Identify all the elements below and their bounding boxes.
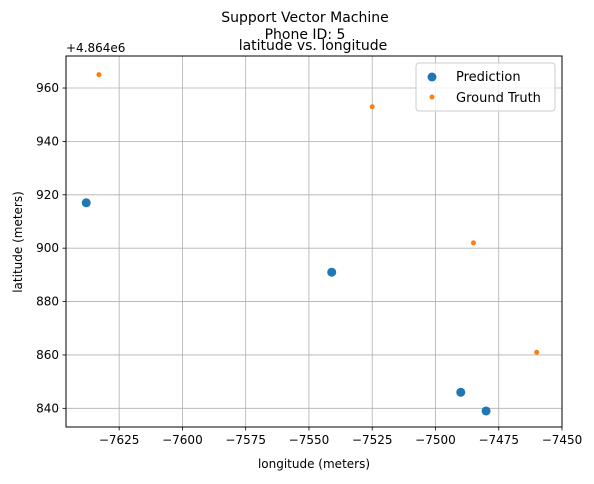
prediction-point <box>327 267 337 277</box>
ground-truth-point <box>369 104 375 110</box>
y-tick-label: 880 <box>36 295 59 309</box>
x-tick-label: −7475 <box>478 433 519 447</box>
legend-prediction-label: Prediction <box>456 70 521 85</box>
y-axis-ticks: 840 860 880 900 920 940 960 <box>36 81 66 415</box>
y-axis-offset-label: +4.864e6 <box>66 41 125 55</box>
chart-title-line-1: Support Vector Machine <box>221 10 388 26</box>
legend-ground-truth-marker <box>429 94 435 100</box>
x-tick-label: −7550 <box>289 433 330 447</box>
x-axis-ticks: −7625 −7600 −7575 −7550 −7525 −7500 −7475 −7450 <box>99 427 582 447</box>
x-tick-label: −7600 <box>162 433 203 447</box>
y-tick-label: 920 <box>36 188 59 202</box>
plot-area-frame <box>65 55 563 428</box>
x-tick-label: −7575 <box>225 433 266 447</box>
ground-truth-point <box>470 240 476 246</box>
data-points <box>81 72 540 416</box>
chart-subtitle: latitude vs. longitude <box>239 38 388 54</box>
ground-truth-point <box>534 349 540 355</box>
legend-ground-truth-label: Ground Truth <box>456 91 541 106</box>
prediction-point <box>481 406 491 416</box>
legend: Prediction Ground Truth <box>415 62 556 112</box>
prediction-point <box>456 387 466 397</box>
y-axis-label: latitude (meters) <box>11 191 25 293</box>
y-tick-label: 900 <box>36 241 59 255</box>
x-tick-label: −7500 <box>415 433 456 447</box>
chart-title-line-2: Phone ID: 5 <box>265 27 346 43</box>
prediction-point <box>81 198 91 208</box>
x-tick-label: −7625 <box>99 433 140 447</box>
legend-box <box>415 62 556 112</box>
x-axis-label: longitude (meters) <box>258 457 370 471</box>
grid-lines <box>66 56 563 427</box>
y-tick-label: 860 <box>36 348 59 362</box>
y-tick-label: 960 <box>36 81 59 95</box>
y-tick-label: 840 <box>36 401 59 415</box>
ground-truth-point <box>96 72 102 78</box>
legend-prediction-marker <box>427 72 437 82</box>
x-tick-label: −7450 <box>542 433 583 447</box>
x-tick-label: −7525 <box>352 433 393 447</box>
y-tick-label: 940 <box>36 134 59 148</box>
